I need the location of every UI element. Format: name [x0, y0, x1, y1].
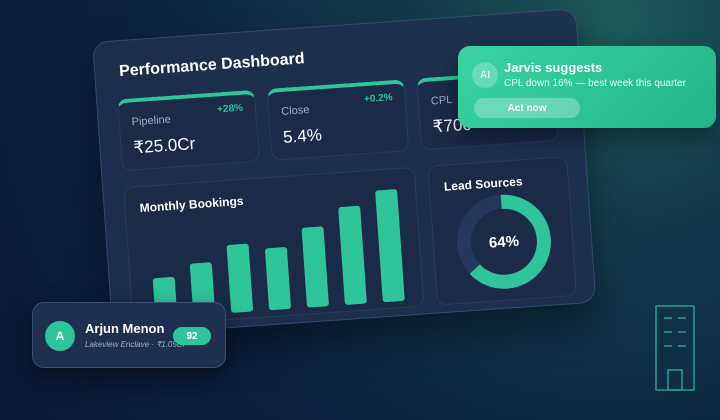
lead-score: 92: [173, 327, 211, 345]
kpi-label: Close: [280, 104, 310, 118]
kpi-value: 5.4%: [282, 125, 323, 147]
building-icon: [655, 305, 695, 391]
kpi-label: CPL: [430, 94, 453, 108]
kpi-value: ₹25.0Cr: [132, 134, 196, 158]
bar: [265, 247, 291, 311]
bookings-card: Monthly Bookings: [123, 166, 425, 327]
kpi-label: Pipeline: [131, 113, 172, 129]
dashboard-panel: Performance Dashboard Pipeline +28% ₹25.…: [92, 8, 597, 337]
kpi-change: +0.2%: [363, 92, 393, 106]
donut-chart: 64%: [456, 194, 551, 289]
act-button[interactable]: Act now: [474, 98, 580, 118]
lead-detail: Lakeview Enclave · ₹1.05Cr: [85, 340, 185, 349]
dashboard-title: Performance Dashboard: [118, 50, 306, 81]
lead-name: Arjun Menon: [85, 321, 165, 336]
suggestion-title: Jarvis suggests: [504, 60, 603, 75]
bar: [375, 189, 405, 303]
bar-chart: [152, 189, 405, 319]
lead-sources-card: Lead Sources 64%: [427, 156, 577, 306]
avatar: A: [45, 321, 75, 351]
kpi-change: +28%: [216, 102, 244, 116]
kpi-card: Pipeline +28% ₹25.0Cr: [117, 89, 260, 172]
suggestion-card: AI Jarvis suggests CPL down 16% — best w…: [458, 46, 716, 128]
bar: [301, 226, 329, 308]
kpi-card: Close +0.2% 5.4%: [266, 79, 410, 161]
lead-card: A Arjun Menon Lakeview Enclave · ₹1.05Cr…: [32, 302, 226, 368]
suggestion-text: CPL down 16% — best week this quarter: [504, 78, 686, 89]
donut-arc: [456, 194, 551, 289]
ai-icon: AI: [472, 62, 498, 88]
donut-label: 64%: [488, 233, 519, 252]
bar: [226, 243, 253, 313]
bar: [338, 205, 367, 305]
